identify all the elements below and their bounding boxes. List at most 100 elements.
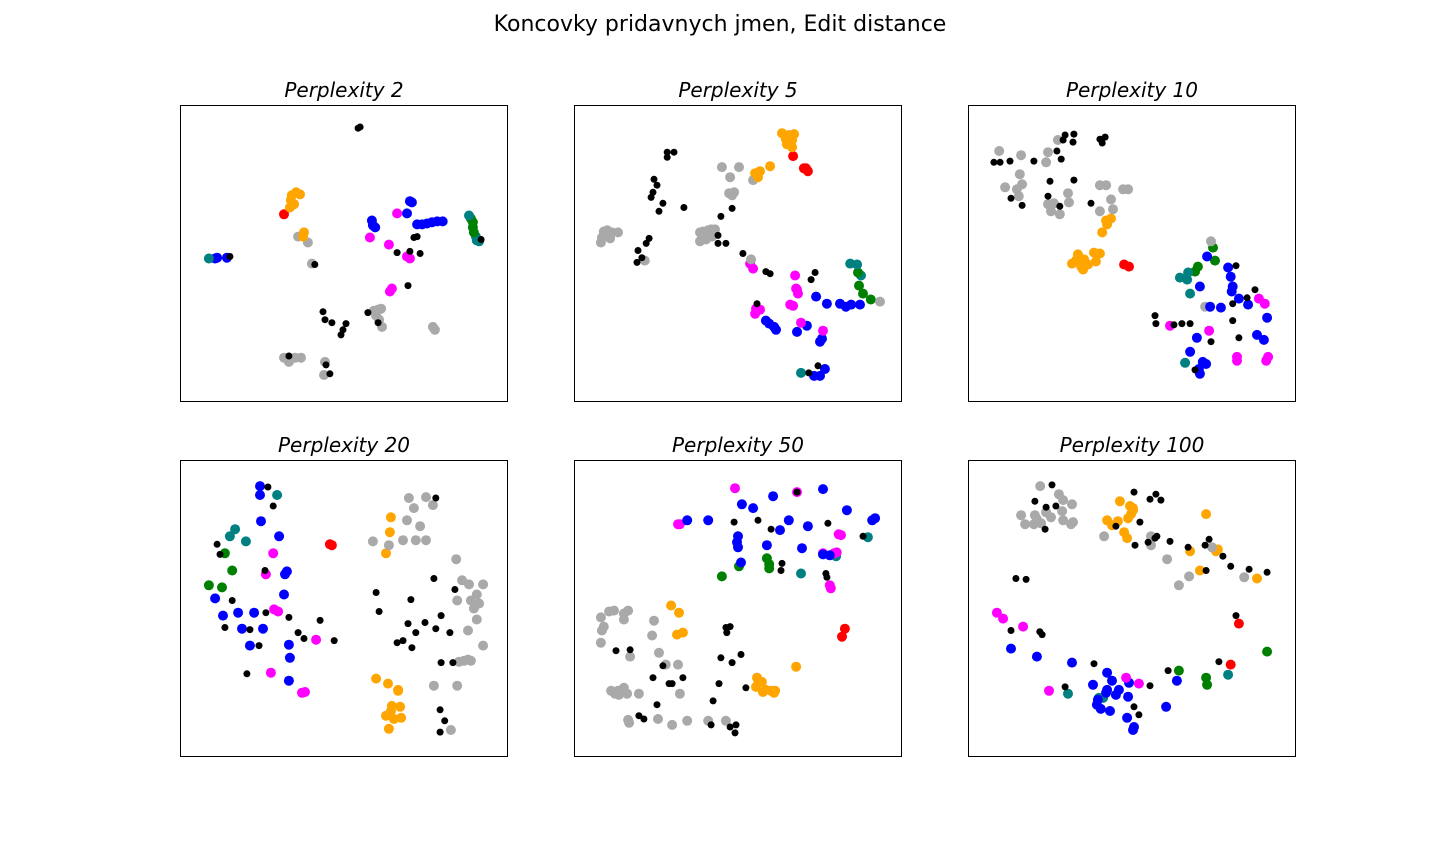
scatter-point-black: [668, 680, 676, 688]
scatter-point-gray: [471, 614, 482, 625]
scatter-point-magenta: [818, 325, 828, 336]
marker-group: [595, 128, 885, 381]
scatter-point-black: [807, 276, 815, 284]
scatter-point-teal: [796, 568, 806, 579]
scatter-point-black: [1229, 317, 1237, 325]
scatter-point-blue: [775, 525, 785, 536]
scatter-point-magenta: [1263, 351, 1274, 362]
scatter-point-black: [714, 231, 722, 239]
scatter-point-black: [446, 629, 454, 637]
scatter-point-gray: [682, 715, 693, 726]
scatter-point-gray: [383, 540, 394, 551]
scatter-point-gray: [402, 515, 412, 526]
scatter-point-gray: [1108, 204, 1118, 215]
scatter-point-blue: [1205, 301, 1216, 312]
scatter-point-blue: [1105, 706, 1115, 716]
scatter-point-blue: [1233, 293, 1244, 304]
scatter-point-gray: [403, 493, 414, 503]
scatter-point-green: [764, 559, 775, 570]
scatter-point-magenta: [268, 548, 279, 559]
scatter-point-orange: [1097, 227, 1108, 238]
scatter-plot: [180, 105, 508, 402]
subplot-title: Perplexity 20: [277, 433, 411, 457]
scatter-point-black: [670, 148, 678, 156]
scatter-point-orange: [1102, 515, 1113, 526]
scatter-point-black: [1229, 300, 1237, 308]
scatter-point-blue: [1262, 312, 1273, 323]
scatter-point-black: [823, 573, 831, 581]
scatter-point-black: [262, 609, 270, 617]
scatter-point-black: [1227, 562, 1235, 570]
scatter-point-black: [612, 647, 620, 655]
scatter-point-gray: [994, 146, 1005, 156]
scatter-point-blue: [818, 549, 828, 560]
scatter-point-magenta: [311, 634, 322, 645]
scatter-point-red: [1233, 618, 1244, 629]
scatter-point-black: [653, 181, 661, 189]
scatter-point-black: [321, 316, 329, 324]
scatter-point-gray: [673, 659, 683, 670]
scatter-point-black: [1136, 518, 1144, 526]
scatter-point-gray: [1035, 481, 1046, 492]
scatter-point-gray: [1068, 517, 1078, 528]
scatter-point-black: [416, 250, 424, 257]
scatter-point-gray: [1063, 188, 1073, 199]
scatter-point-red: [837, 631, 847, 642]
scatter-point-teal: [224, 531, 235, 542]
scatter-point-black: [404, 620, 412, 628]
scatter-point-blue: [682, 515, 693, 526]
scatter-point-red: [788, 151, 799, 162]
scatter-point-black: [407, 596, 415, 604]
scatter-point-gray: [1014, 169, 1025, 180]
scatter-point-gray: [1043, 199, 1053, 210]
scatter-point-blue: [1006, 643, 1016, 654]
scatter-point-blue: [1067, 657, 1077, 668]
scatter-point-black: [1022, 575, 1030, 583]
scatter-point-teal: [272, 490, 283, 500]
scatter-point-gray: [408, 503, 419, 514]
scatter-point-blue: [768, 491, 779, 502]
scatter-point-gray: [720, 715, 731, 726]
scatter-point-blue: [283, 675, 294, 686]
scatter-point-blue: [218, 610, 228, 621]
scatter-plot: [180, 460, 508, 757]
scatter-point-blue: [783, 515, 794, 526]
scatter-point-gray: [1052, 135, 1063, 145]
scatter-point-black: [1164, 667, 1172, 675]
figure-title: Koncovky pridavnych jmen, Edit distance: [493, 12, 947, 37]
scatter-point-black: [1251, 286, 1259, 294]
scatter-point-blue: [1102, 667, 1113, 678]
scatter-point-blue: [1107, 675, 1117, 686]
scatter-point-black: [659, 199, 667, 207]
scatter-point-black: [328, 319, 336, 327]
scatter-point-orange: [381, 710, 391, 721]
scatter-point-gray: [1029, 510, 1040, 521]
scatter-point-gray: [1053, 489, 1064, 500]
scatter-point-gray: [1173, 580, 1184, 591]
scatter-point-gray: [1118, 184, 1129, 195]
scatter-point-black: [436, 728, 444, 736]
scatter-point-gray: [457, 575, 468, 586]
scatter-point-black: [754, 516, 762, 524]
scatter-point-orange: [755, 166, 765, 177]
scatter-point-teal: [796, 367, 806, 378]
scatter-point-orange: [1119, 527, 1130, 538]
scatter-point-black: [635, 712, 643, 720]
scatter-point-blue: [761, 540, 772, 551]
scatter-point-teal: [1183, 267, 1194, 278]
scatter-point-gray: [1016, 510, 1027, 521]
scatter-point-gray: [1017, 179, 1028, 190]
scatter-point-red: [1119, 259, 1130, 270]
scatter-point-black: [393, 639, 401, 647]
scatter-point-black: [653, 701, 661, 709]
scatter-point-black: [728, 659, 736, 667]
scatter-point-black: [1046, 177, 1054, 185]
scatter-point-blue: [284, 652, 295, 663]
scatter-point-magenta: [297, 687, 307, 698]
scatter-point-magenta: [824, 580, 835, 591]
scatter-point-gray: [452, 680, 463, 691]
scatter-point-green: [865, 294, 876, 305]
scatter-point-black: [1245, 565, 1253, 573]
scatter-point-teal: [203, 253, 214, 264]
scatter-point-blue: [841, 505, 852, 516]
